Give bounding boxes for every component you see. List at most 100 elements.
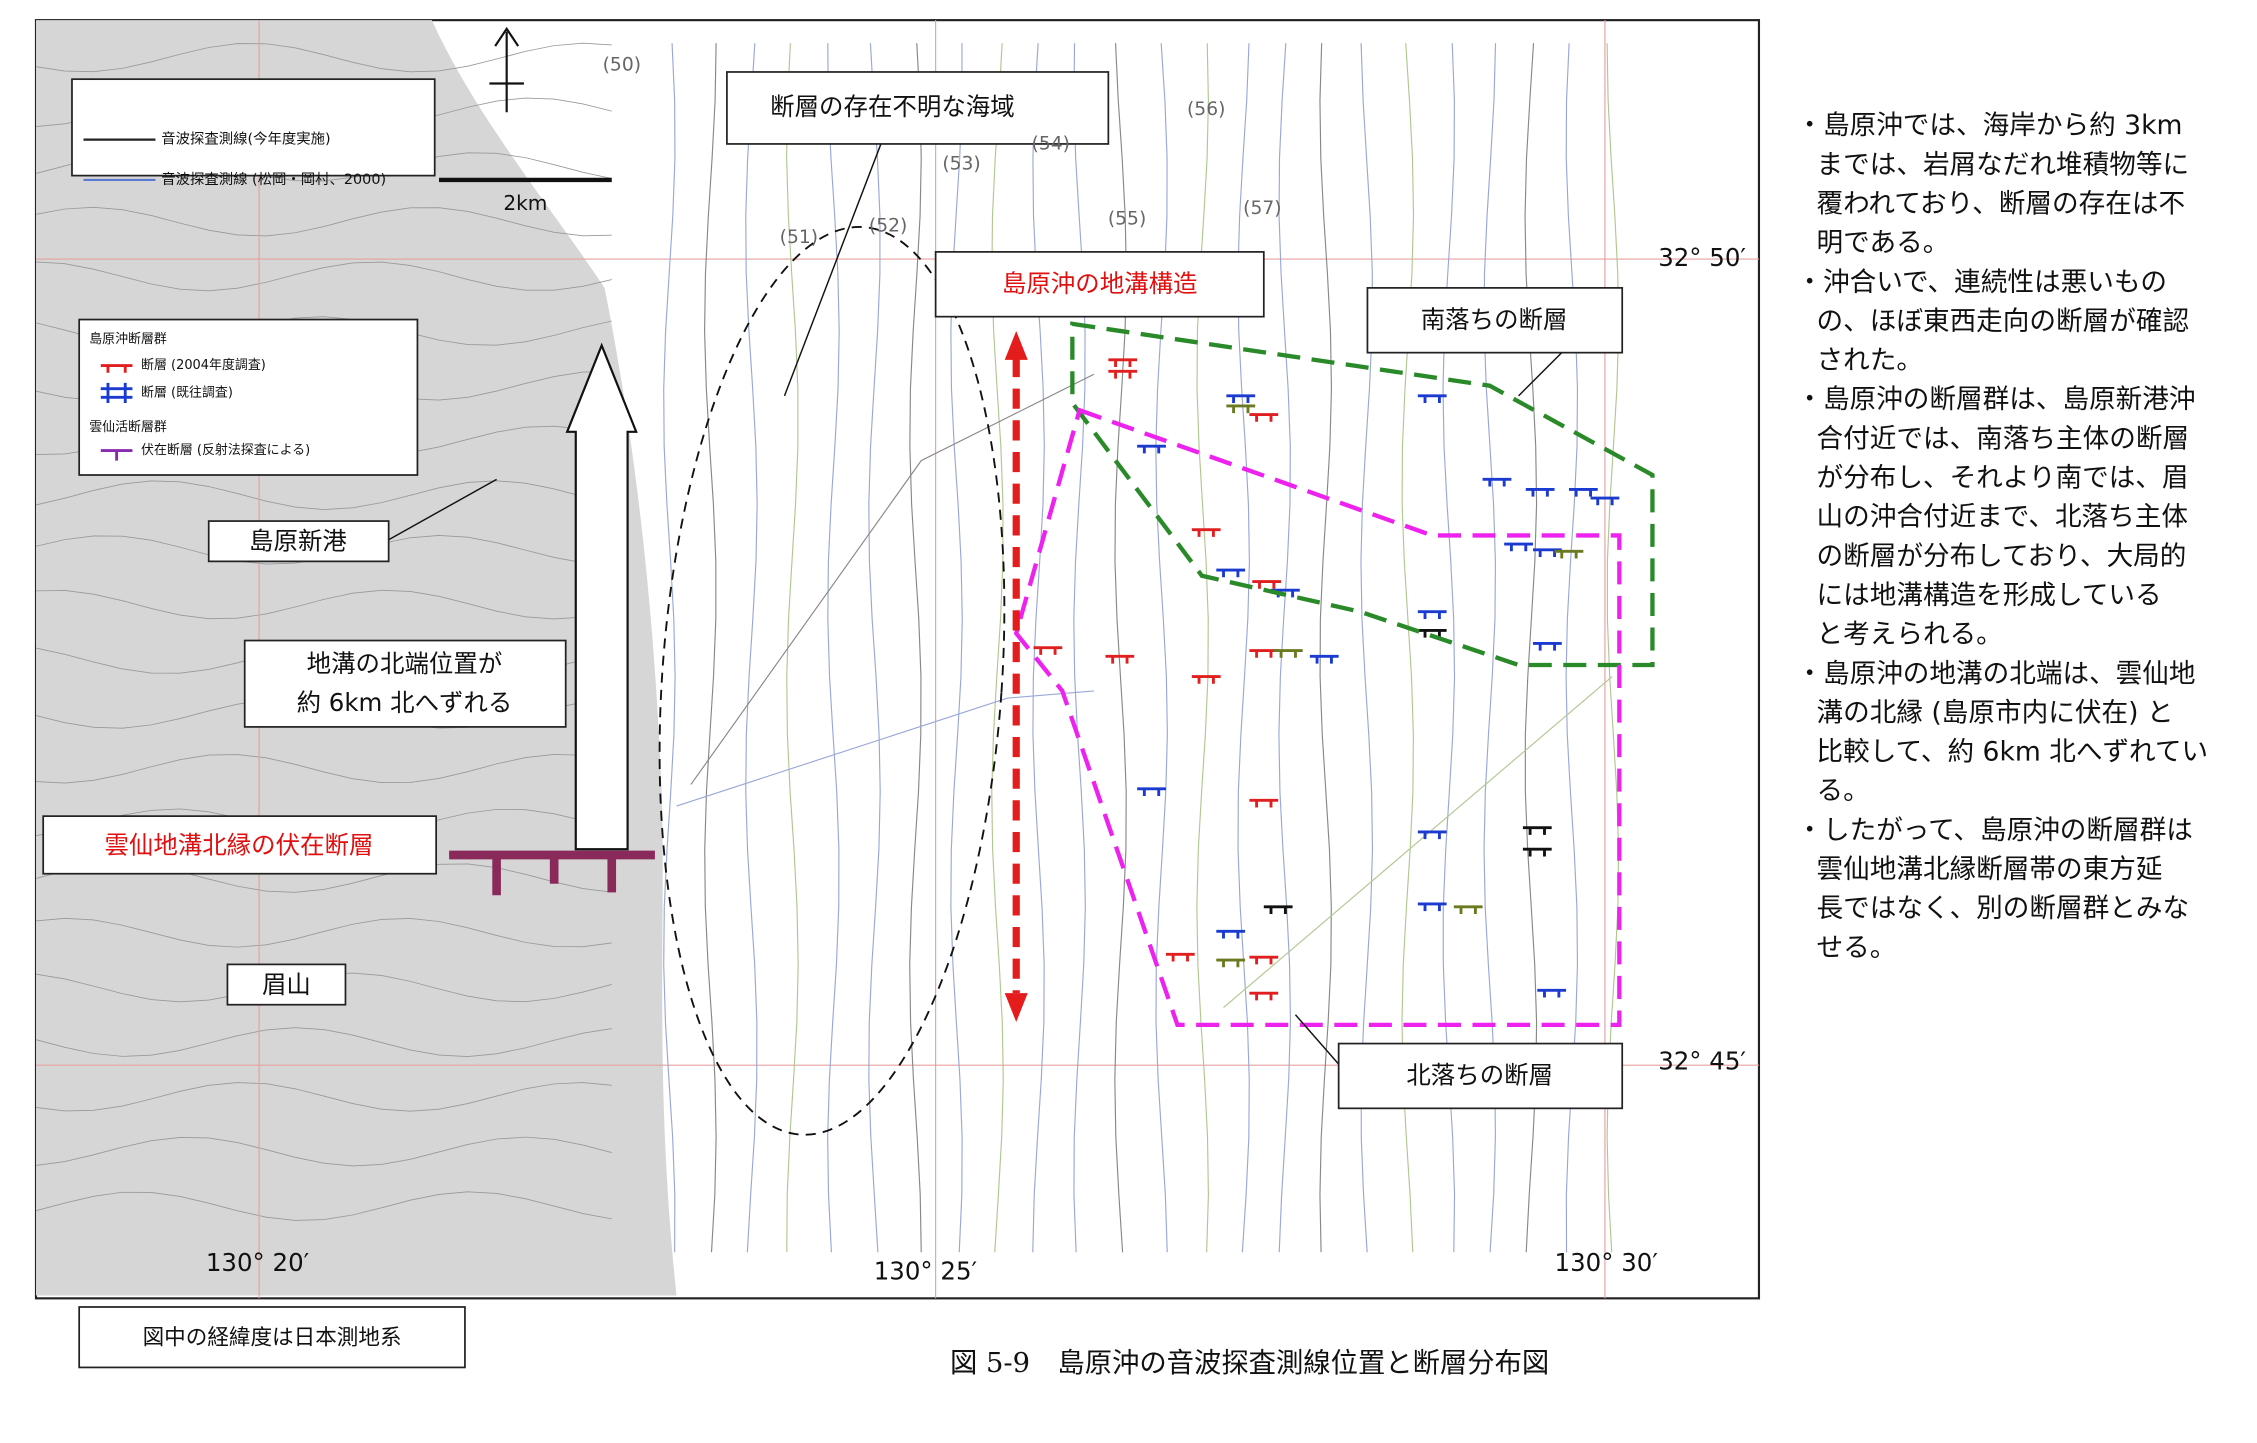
legend-label: 断層 (既往調査) <box>141 385 233 400</box>
fault-symbol <box>1033 646 1063 655</box>
survey-line <box>1196 43 1209 1253</box>
fault-symbol <box>1522 847 1552 857</box>
north-arrow <box>489 26 524 113</box>
line-label: (50) <box>603 54 641 75</box>
legend <box>71 78 436 177</box>
callout-text: 南落ちの断層 <box>1421 305 1568 334</box>
callout-text: 北落ちの断層 <box>1406 1061 1553 1090</box>
fault-symbol <box>1273 649 1303 658</box>
note: 図中の経緯度は日本測地系 <box>143 1326 402 1351</box>
legend-label: 音波探査測線(今年度実施) <box>161 131 330 148</box>
survey-lines <box>663 43 1620 1253</box>
survey-line <box>690 373 1095 785</box>
fault-legend <box>78 318 419 476</box>
callout-text: 地溝の北端位置が <box>307 649 503 678</box>
legend-group: 雲仙活断層群 <box>89 420 167 435</box>
contour <box>35 917 612 948</box>
bullet-line: された。 <box>1817 345 1923 376</box>
callout-text: 島原沖の地溝構造 <box>1002 269 1198 298</box>
line-label: (54) <box>1032 133 1070 154</box>
bullet-line: 雲仙地溝北縁断層帯の東方延 <box>1817 854 2163 885</box>
contour <box>35 589 612 620</box>
fault-symbol <box>1417 394 1447 404</box>
coord-label: 130° 25′ <box>874 1256 977 1285</box>
bullet-line: ・したがって、島原沖の断層群は <box>1796 815 2192 846</box>
bullet-line: ・島原沖では、海岸から約 3km <box>1796 110 2182 141</box>
legend-swatch <box>100 364 133 373</box>
fault-symbol <box>1417 830 1447 840</box>
fault-symbol <box>1568 487 1598 497</box>
line-label: (57) <box>1243 198 1281 219</box>
fault-symbol <box>1249 649 1279 658</box>
coord-label: 32° 50′ <box>1658 243 1746 272</box>
unknown-ellipse <box>658 226 1006 1136</box>
shift-arrow <box>565 342 638 851</box>
fault-symbol <box>1532 641 1562 651</box>
line-label: (53) <box>942 154 980 175</box>
line-label: (51) <box>780 227 818 248</box>
bullet-line: る。 <box>1817 776 1870 807</box>
survey-line <box>1073 43 1086 1253</box>
bullet-line: が分布し、それより南では、眉 <box>1817 463 2189 494</box>
bullet-line: 比較して、約 6km 北へずれてい <box>1817 737 2209 768</box>
callout-box <box>226 963 347 1006</box>
survey-line <box>991 43 1004 1253</box>
fault-symbol <box>1249 413 1279 422</box>
callout-text: 約 6km 北へずれる <box>297 688 513 717</box>
callout-text: 眉山 <box>262 970 311 999</box>
fault-symbol <box>1522 826 1552 835</box>
survey-line <box>1223 676 1613 1009</box>
fault-symbol <box>1554 549 1584 559</box>
survey-line <box>950 43 963 1253</box>
fault-symbol <box>1249 991 1279 1001</box>
coord-label: 130° 30′ <box>1555 1248 1658 1277</box>
contour <box>35 753 612 784</box>
pointers <box>388 143 1563 1073</box>
coord-label: 130° 20′ <box>206 1248 309 1277</box>
contour <box>35 42 612 73</box>
legend-group: 島原沖断層群 <box>89 332 167 347</box>
bullet-line: 山の沖合付近まで、北落ち主体 <box>1817 502 2188 533</box>
bullet-line: 明である。 <box>1817 228 1950 259</box>
faults <box>1033 358 1620 1001</box>
survey-line <box>868 43 881 1253</box>
contour <box>35 1027 612 1057</box>
fault-symbol <box>1249 798 1279 808</box>
bullet-line: と考えられる。 <box>1817 619 2003 650</box>
contour <box>35 1082 612 1112</box>
contour <box>35 261 612 292</box>
fault-symbol <box>1108 358 1138 368</box>
bullet-line: の断層が分布しており、大局的 <box>1817 541 2187 572</box>
bullet-line: せる。 <box>1817 932 1897 963</box>
buried-fault <box>449 850 655 896</box>
fault-symbol <box>1216 929 1246 939</box>
contour <box>35 1191 612 1221</box>
survey-line <box>1114 43 1127 1253</box>
south-fault-zone <box>1070 321 1655 668</box>
bullet-line: には地溝構造を形成している <box>1817 580 2162 611</box>
bullet-line: 合付近では、南落ち主体の断層 <box>1817 423 2190 454</box>
fault-symbol <box>1525 487 1555 497</box>
fault-symbol <box>1191 528 1221 537</box>
fault-symbol <box>1226 404 1256 414</box>
callout-text: 島原新港 <box>249 527 347 556</box>
fault-symbol <box>1263 905 1293 915</box>
survey-line <box>1155 43 1168 1253</box>
fault-symbol <box>1165 952 1195 962</box>
bullet-line: ・島原沖の地溝の北端は、雲仙地 <box>1796 658 2195 689</box>
fault-symbol <box>1309 654 1339 664</box>
legend-label: 断層 (2004年度調査) <box>141 357 266 373</box>
bullet-line: の、ほぼ東西走向の断層が確認 <box>1817 306 2190 337</box>
fault-symbol <box>1482 477 1512 487</box>
caption: 図 5-9 島原沖の音波探査測線位置と断層分布図 <box>950 1348 1549 1379</box>
survey-line <box>1237 43 1250 1253</box>
callout-box <box>243 639 567 728</box>
north-fault-zone <box>1013 407 1622 1028</box>
survey-line <box>1278 43 1292 1253</box>
fault-symbol <box>1137 444 1166 454</box>
fault-symbol <box>1252 580 1282 589</box>
callout-box <box>934 251 1265 318</box>
bullet-line: までは、岩屑なだれ堆積物等に <box>1817 149 2190 180</box>
callout-box <box>207 520 390 563</box>
callout-box <box>1337 1042 1624 1110</box>
